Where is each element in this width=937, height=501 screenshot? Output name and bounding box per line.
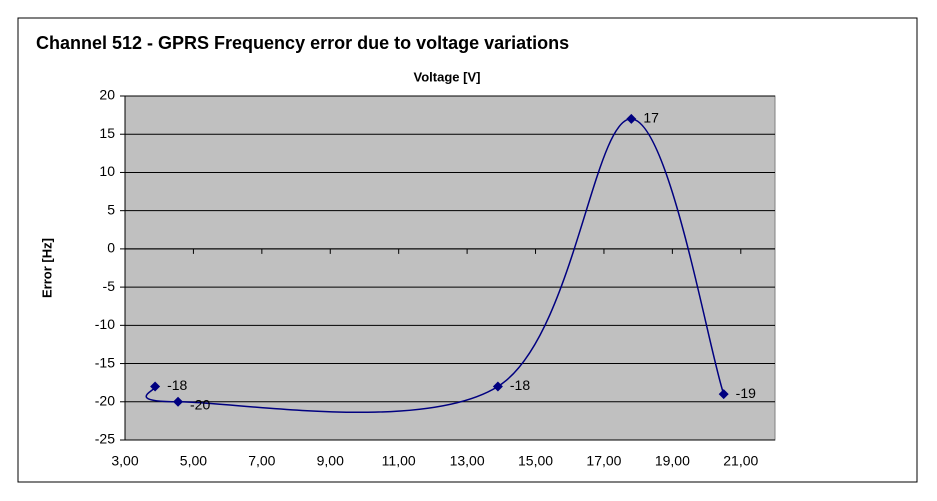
data-label: -20	[190, 396, 210, 412]
point	[150, 381, 161, 392]
point	[173, 396, 184, 407]
y-tick-label: -25	[95, 431, 115, 447]
x-tick-label: 19,00	[655, 453, 690, 469]
x-tick-label: 21,00	[723, 453, 758, 469]
x-tick-label: 3,00	[111, 453, 138, 469]
point	[626, 113, 637, 124]
x-tick-label: 7,00	[248, 453, 275, 469]
data-label: -19	[736, 385, 756, 401]
y-axis-title: Error [Hz]	[39, 238, 54, 298]
y-tick-label: 15	[99, 125, 115, 141]
x-tick-label: 17,00	[586, 453, 621, 469]
data-label: 17	[643, 110, 659, 126]
x-tick-label: 9,00	[317, 453, 344, 469]
chart-frame	[17, 17, 918, 483]
y-tick-label: 10	[99, 163, 115, 179]
y-tick-label: -10	[95, 316, 115, 332]
plot-area	[124, 95, 776, 441]
data-label: -18	[510, 377, 530, 393]
x-tick-label: 11,00	[382, 453, 416, 469]
y-tick-label: 20	[99, 87, 115, 103]
x-tick-label: 5,00	[180, 453, 207, 469]
data-label: -18	[167, 377, 187, 393]
point	[718, 389, 729, 400]
y-tick-label: -20	[95, 392, 115, 408]
chart-title: Channel 512 - GPRS Frequency error due t…	[36, 33, 569, 53]
x-tick-label: 15,00	[518, 453, 553, 469]
x-tick-label: 13,00	[450, 453, 485, 469]
point	[492, 381, 503, 392]
y-tick-label: 5	[107, 201, 115, 217]
y-tick-label: -15	[95, 354, 115, 370]
y-tick-label: -5	[103, 278, 116, 294]
y-tick-label: 0	[107, 240, 115, 256]
x-axis-title: Voltage [V]	[414, 69, 481, 84]
